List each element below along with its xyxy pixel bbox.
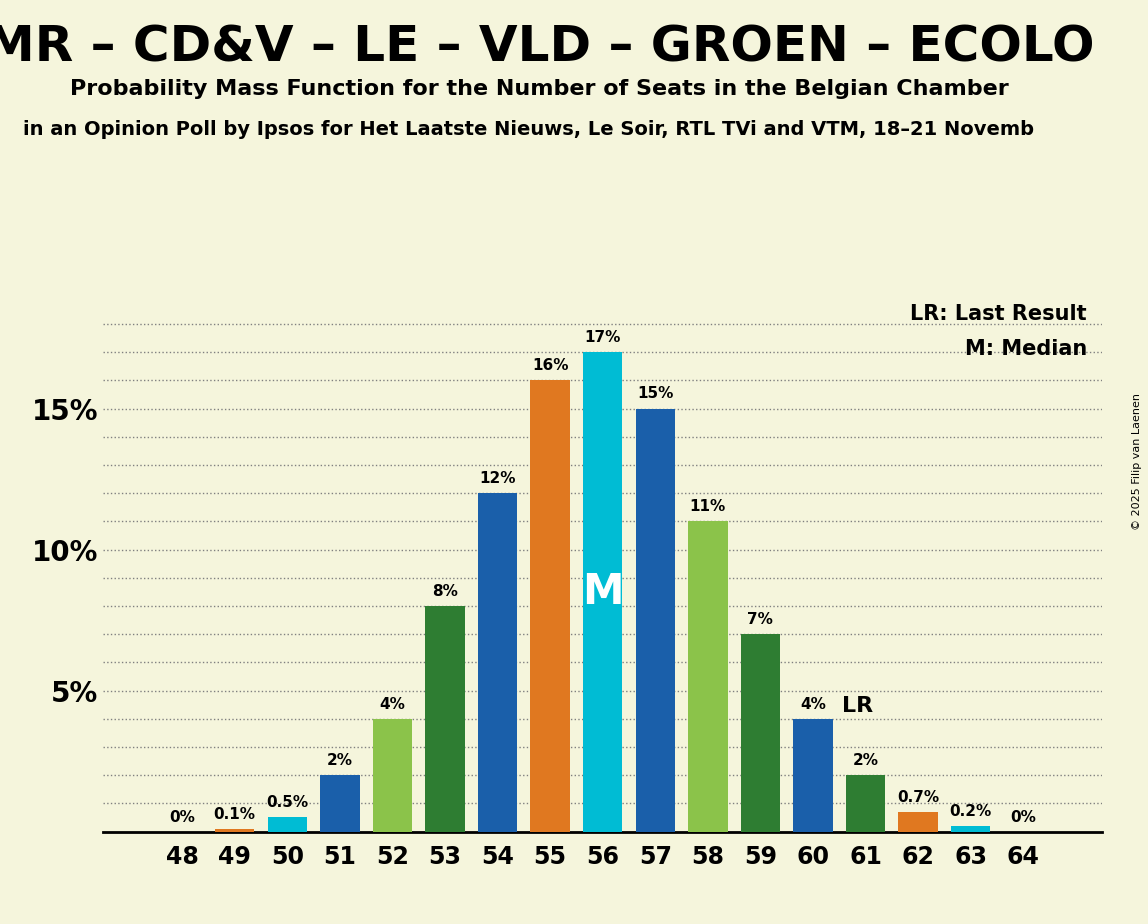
Bar [320,775,359,832]
Bar [951,826,991,832]
Text: 12%: 12% [480,471,515,486]
Text: LR: LR [841,696,872,716]
Text: M: Median: M: Median [964,338,1087,359]
Text: 16%: 16% [532,359,568,373]
Text: in an Opinion Poll by Ipsos for Het Laatste Nieuws, Le Soir, RTL TVi and VTM, 18: in an Opinion Poll by Ipsos for Het Laat… [23,120,1034,140]
Bar [530,381,569,832]
Bar [688,521,728,832]
Bar [793,719,832,832]
Text: 0.7%: 0.7% [897,790,939,805]
Text: 2%: 2% [853,753,878,768]
Text: 11%: 11% [690,499,726,515]
Text: 8%: 8% [432,584,458,599]
Text: 4%: 4% [800,697,825,711]
Bar [478,493,518,832]
Text: LR: Last Result: LR: Last Result [910,304,1087,323]
Bar [583,352,622,832]
Bar [373,719,412,832]
Text: M: M [582,571,623,613]
Bar [846,775,885,832]
Text: 2%: 2% [327,753,352,768]
Text: 0%: 0% [169,809,195,824]
Bar [215,829,255,832]
Text: 0.1%: 0.1% [214,807,256,821]
Text: © 2025 Filip van Laenen: © 2025 Filip van Laenen [1132,394,1142,530]
Text: 0.2%: 0.2% [949,804,992,819]
Bar [740,634,781,832]
Text: 0.5%: 0.5% [266,796,309,810]
Bar [425,606,465,832]
Text: 17%: 17% [584,330,621,345]
Text: 15%: 15% [637,386,674,401]
Text: 7%: 7% [747,612,774,627]
Text: MR – CD&V – LE – VLD – GROEN – ECOLO: MR – CD&V – LE – VLD – GROEN – ECOLO [0,23,1094,71]
Bar [636,408,675,832]
Text: 0%: 0% [1010,809,1037,824]
Bar [267,818,307,832]
Text: Probability Mass Function for the Number of Seats in the Belgian Chamber: Probability Mass Function for the Number… [70,79,1009,99]
Text: 4%: 4% [380,697,405,711]
Bar [899,812,938,832]
